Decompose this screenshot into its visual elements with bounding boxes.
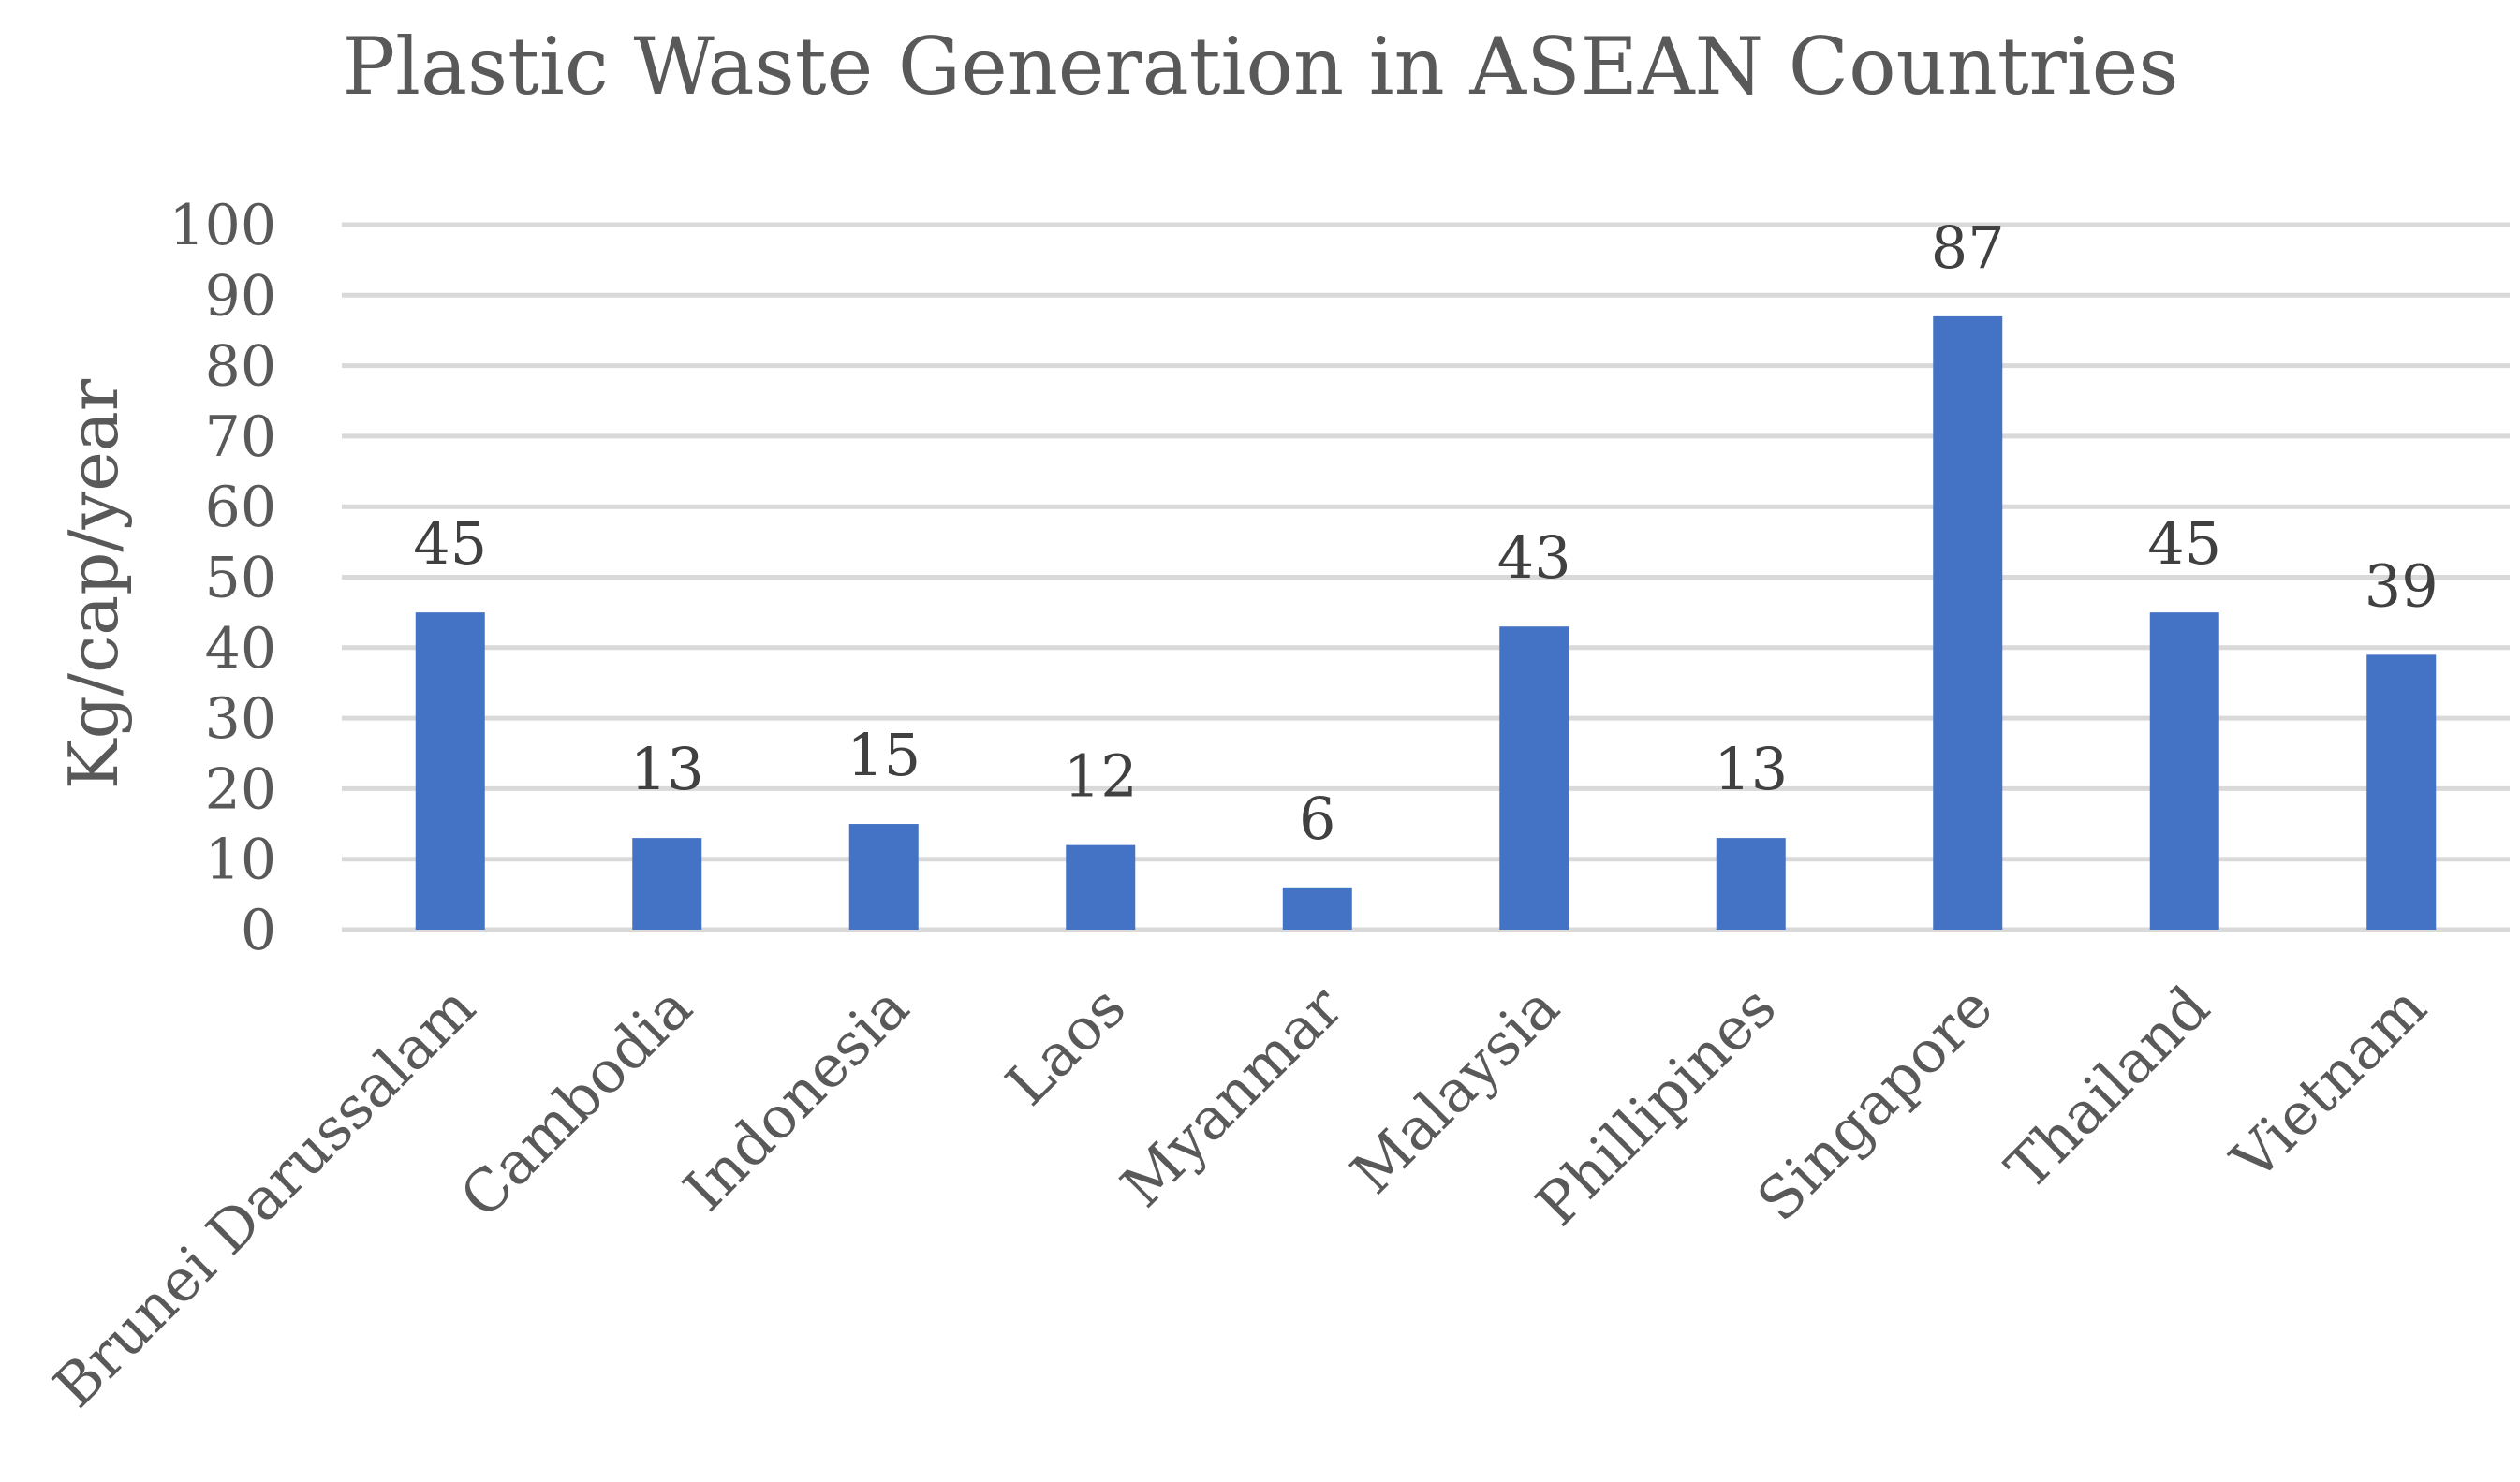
y-tick-label: 100 <box>169 193 276 258</box>
bars <box>415 315 2437 930</box>
data-label: 87 <box>1931 213 2005 282</box>
y-tick-label: 0 <box>241 898 276 963</box>
bar <box>1933 315 2003 930</box>
y-tick-label: 90 <box>205 263 276 329</box>
data-label: 13 <box>1714 735 1788 803</box>
data-label: 15 <box>847 721 921 789</box>
chart-title: Plastic Waste Generation in ASEAN Countr… <box>343 21 2179 112</box>
data-label: 43 <box>1497 523 1571 592</box>
x-category-label: Indonesia <box>671 973 921 1224</box>
x-category-label: Myanmar <box>1108 973 1356 1221</box>
x-category-label: Vietnam <box>2218 973 2439 1195</box>
x-category-label: Malaysia <box>1338 973 1572 1207</box>
x-category-label: Singapore <box>1744 973 2005 1234</box>
y-tick-label: 30 <box>205 686 276 752</box>
bar <box>1716 838 1786 930</box>
y-tick-label: 20 <box>205 756 276 822</box>
bar <box>1499 626 1569 930</box>
data-label: 13 <box>630 735 704 803</box>
bar <box>1066 844 1136 930</box>
y-axis-title: Kg/cap/year <box>54 378 133 789</box>
bar <box>848 824 919 930</box>
gridlines <box>342 222 2510 932</box>
bar <box>415 612 485 930</box>
bar <box>2149 612 2219 930</box>
y-tick-label: 50 <box>205 546 276 611</box>
y-tick-label: 80 <box>205 334 276 400</box>
data-label: 45 <box>2147 509 2221 578</box>
y-tick-label: 60 <box>205 475 276 540</box>
x-category-label: Cambodia <box>447 973 705 1231</box>
x-category-label: Thailand <box>1993 973 2223 1203</box>
data-labels: 45 13 15 12 6 43 13 87 45 39 <box>413 213 2438 853</box>
data-label: 12 <box>1064 742 1138 811</box>
y-tick-label: 70 <box>205 404 276 470</box>
data-label: 6 <box>1299 785 1335 853</box>
bar <box>2366 654 2437 930</box>
data-label: 39 <box>2365 551 2439 620</box>
y-tick-label: 10 <box>205 828 276 893</box>
bar <box>1282 887 1352 930</box>
y-tick-label: 40 <box>205 616 276 682</box>
x-category-label: Brunei Darussalam <box>40 973 489 1421</box>
bar <box>632 838 702 930</box>
data-label: 45 <box>413 509 487 578</box>
x-category-label: Laos <box>993 973 1139 1119</box>
